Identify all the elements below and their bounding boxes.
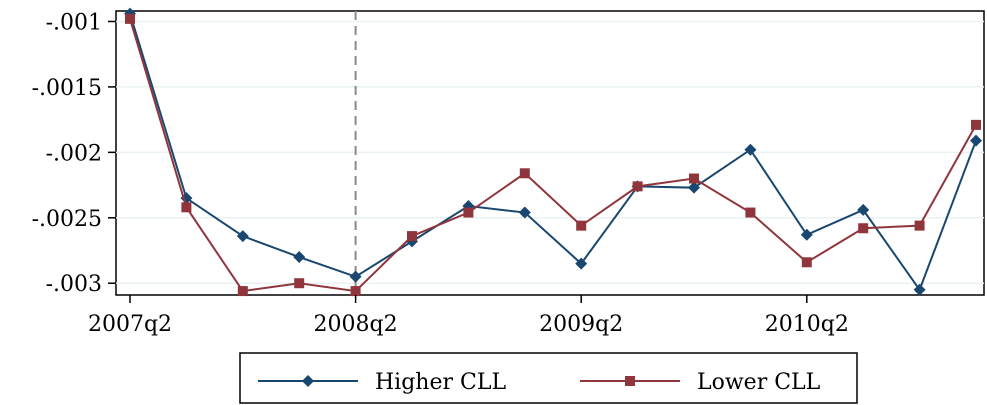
data-point xyxy=(857,203,870,216)
legend-label: Higher CLL xyxy=(375,370,506,395)
data-point xyxy=(744,143,757,156)
series-layer xyxy=(124,7,982,297)
data-point xyxy=(632,181,643,192)
data-point xyxy=(800,228,813,241)
y-axis: -.001 -.0015 -.002 -.0025 -.003 xyxy=(32,10,116,297)
y-tick-label: -.003 xyxy=(46,272,102,297)
x-tick-label: 2007q2 xyxy=(88,312,172,337)
legend-marker xyxy=(625,376,635,386)
x-tick-label: 2009q2 xyxy=(539,312,623,337)
data-point xyxy=(518,206,531,219)
data-point xyxy=(576,220,587,231)
data-point xyxy=(575,257,588,270)
data-point xyxy=(236,230,249,243)
data-point xyxy=(294,278,305,289)
data-point xyxy=(801,257,812,268)
data-point xyxy=(913,283,926,296)
x-axis: 2007q2 2008q2 2009q2 2010q2 xyxy=(88,295,849,337)
data-point xyxy=(350,286,361,297)
x-tick-label: 2008q2 xyxy=(314,312,398,337)
data-point xyxy=(519,168,530,179)
legend-label: Lower CLL xyxy=(697,370,821,395)
x-tick-label: 2010q2 xyxy=(765,312,849,337)
data-point xyxy=(688,181,700,194)
legend-entry-lower-cll: Lower CLL xyxy=(580,370,821,395)
data-point xyxy=(745,207,756,218)
data-point xyxy=(463,207,474,218)
legend-entry-higher-cll: Higher CLL xyxy=(258,370,506,395)
y-tick-label: -.001 xyxy=(46,10,102,35)
data-point xyxy=(970,134,982,147)
data-point xyxy=(349,270,362,283)
gridlines xyxy=(116,20,984,284)
legend: Higher CLL Lower CLL xyxy=(239,352,858,404)
y-tick-label: -.002 xyxy=(46,141,102,166)
y-tick-label: -.0025 xyxy=(32,207,102,232)
series-line xyxy=(129,18,977,293)
legend-box xyxy=(239,352,858,404)
data-point xyxy=(971,119,981,130)
data-point xyxy=(293,251,306,264)
data-point xyxy=(858,223,869,234)
legend-marker xyxy=(302,375,314,387)
data-point xyxy=(407,231,417,242)
data-point xyxy=(181,202,192,213)
data-point xyxy=(125,13,135,24)
data-point xyxy=(689,173,699,184)
data-point xyxy=(914,220,925,231)
data-point xyxy=(237,286,248,297)
y-tick-label: -.0015 xyxy=(32,76,102,101)
series-line xyxy=(129,13,977,292)
series-lower-cll xyxy=(125,13,981,297)
